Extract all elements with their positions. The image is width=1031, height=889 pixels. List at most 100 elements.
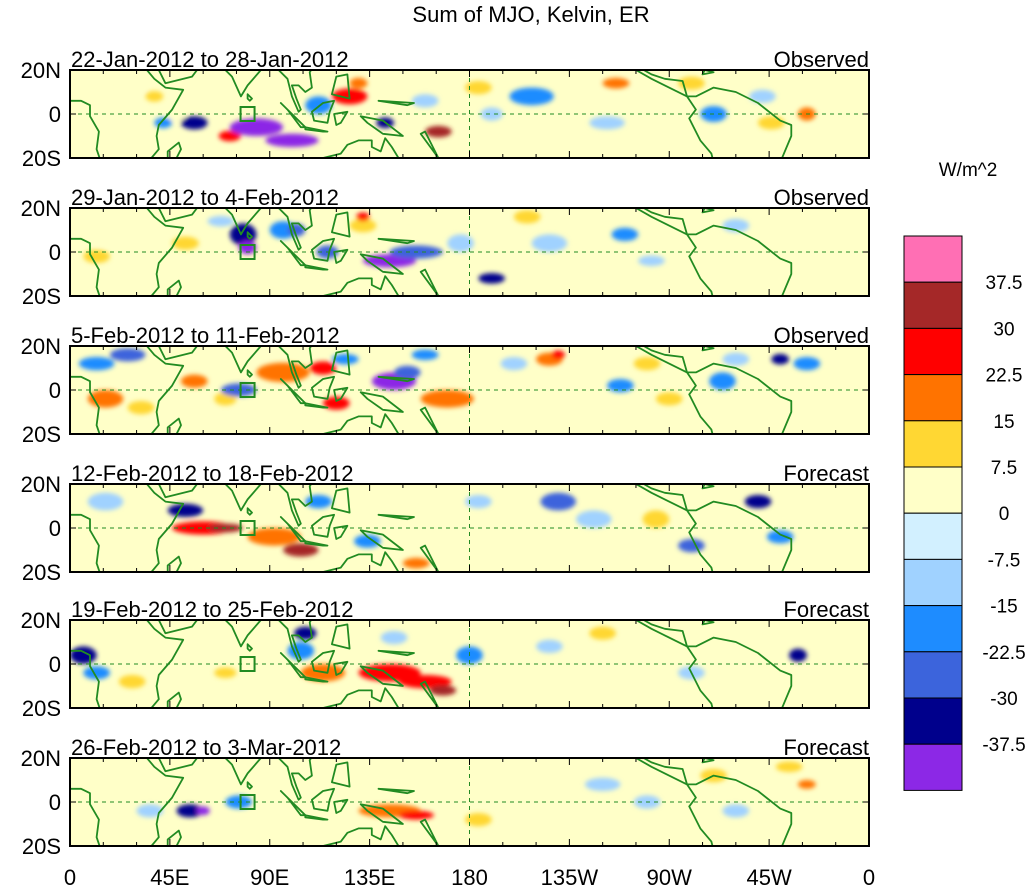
anomaly-region bbox=[465, 495, 492, 509]
colorbar-label: 0 bbox=[999, 504, 1010, 525]
coastline bbox=[310, 649, 336, 674]
index-box bbox=[239, 106, 256, 122]
anomaly-region bbox=[589, 116, 625, 130]
anomaly-region bbox=[509, 87, 554, 106]
anomaly-region bbox=[513, 210, 541, 224]
coastline bbox=[166, 829, 182, 846]
colorbar-label: 30 bbox=[993, 319, 1014, 340]
panel-date-range: 26-Feb-2012 to 3-Mar-2012 bbox=[71, 735, 341, 760]
coastline bbox=[157, 758, 199, 773]
longitude-axis: 0 45E 90E 135E 180 135W 90W 45W 0 bbox=[64, 865, 875, 889]
longitude-tick-label: 0 bbox=[863, 865, 875, 889]
index-box bbox=[239, 382, 256, 398]
coastline bbox=[310, 513, 336, 538]
coastline bbox=[279, 652, 307, 679]
anomaly-region bbox=[678, 539, 705, 553]
coastline bbox=[635, 70, 793, 158]
anomaly-region bbox=[218, 130, 241, 142]
coastline bbox=[359, 665, 404, 687]
colorbar-swatch bbox=[903, 697, 963, 745]
anomaly-region bbox=[323, 396, 350, 410]
coastline bbox=[304, 126, 329, 133]
anomaly-region bbox=[380, 631, 408, 645]
colorbar-swatch bbox=[903, 558, 963, 607]
coastline bbox=[310, 237, 336, 262]
coastline bbox=[701, 346, 715, 352]
coastline bbox=[635, 758, 793, 846]
coastline bbox=[330, 487, 351, 514]
coastline bbox=[157, 208, 199, 223]
anomaly-region bbox=[83, 666, 110, 680]
coastline bbox=[224, 620, 263, 648]
coastline bbox=[333, 660, 349, 676]
anomaly-region bbox=[394, 365, 421, 379]
anomaly-region bbox=[722, 352, 750, 366]
anomaly-region bbox=[589, 626, 616, 640]
panel-date-range: 5-Feb-2012 to 11-Feb-2012 bbox=[71, 323, 340, 348]
coastline bbox=[322, 137, 400, 158]
colorbar: 37.5 30 22.5 15 7.5 0 -7.5 -15 -22.5 -30 -37.5 bbox=[903, 235, 1026, 791]
anomaly-region bbox=[349, 77, 368, 89]
coastline bbox=[304, 814, 329, 821]
anomaly-region bbox=[229, 118, 284, 136]
anomaly-region bbox=[540, 492, 577, 511]
anomaly-region bbox=[633, 357, 661, 371]
anomaly-region bbox=[214, 667, 237, 679]
colorbar-label: -22.5 bbox=[982, 643, 1025, 664]
panel-type-label: Observed bbox=[774, 185, 869, 210]
panel-date-range: 12-Feb-2012 to 18-Feb-2012 bbox=[71, 461, 354, 486]
anomaly-region bbox=[78, 357, 115, 371]
coastline bbox=[246, 231, 253, 240]
coastline bbox=[359, 253, 404, 275]
coastline bbox=[166, 417, 182, 434]
longitude-tick-label: 90W bbox=[647, 865, 692, 889]
coastline bbox=[419, 268, 440, 296]
colorbar-swatch bbox=[903, 512, 963, 560]
coastline bbox=[419, 406, 440, 434]
anomaly-region bbox=[425, 125, 452, 138]
anomaly-region bbox=[536, 639, 563, 654]
coastline bbox=[157, 620, 199, 635]
anomaly-region bbox=[256, 362, 310, 383]
coastline bbox=[246, 507, 253, 516]
coastline bbox=[224, 484, 263, 512]
anomaly-region bbox=[749, 639, 776, 654]
anomaly-region bbox=[420, 390, 474, 408]
anomaly-region bbox=[611, 227, 639, 241]
coastline bbox=[377, 99, 415, 107]
anomaly-region bbox=[136, 804, 164, 818]
colorbar-swatch bbox=[903, 374, 963, 422]
coastline bbox=[304, 402, 329, 409]
panel-3: 5-Feb-2012 to 11-Feb-2012 Observed 20N 0 20S bbox=[21, 323, 870, 447]
panel-type-label: Forecast bbox=[783, 597, 869, 622]
coastline bbox=[635, 208, 793, 296]
anomaly-region bbox=[109, 348, 146, 362]
anomaly-region bbox=[101, 525, 128, 540]
coastline bbox=[701, 758, 715, 764]
coastline bbox=[419, 818, 440, 846]
coastline bbox=[224, 208, 263, 236]
anomaly-region bbox=[678, 76, 705, 90]
anomaly-region bbox=[758, 116, 785, 130]
anomaly-region bbox=[305, 495, 332, 509]
latitude-tick-label: 20S bbox=[22, 560, 61, 585]
anomaly-region bbox=[602, 77, 630, 89]
coastline bbox=[635, 346, 793, 434]
coastline bbox=[277, 208, 313, 251]
latitude-tick-label: 20N bbox=[21, 608, 61, 633]
latitude-tick-label: 20S bbox=[22, 422, 61, 447]
figure-title: Sum of MJO, Kelvin, ER bbox=[412, 2, 649, 27]
anomaly-region bbox=[265, 133, 319, 147]
coastline bbox=[70, 346, 185, 434]
longitude-tick-label: 180 bbox=[451, 865, 488, 889]
coastline bbox=[330, 349, 351, 376]
coastline bbox=[279, 378, 307, 405]
coastline bbox=[333, 248, 349, 264]
anomaly-region bbox=[478, 273, 506, 284]
index-box bbox=[239, 520, 256, 536]
anomaly-region bbox=[402, 557, 430, 569]
latitude-tick-label: 0 bbox=[49, 516, 61, 541]
anomaly-region bbox=[518, 777, 545, 792]
coastline bbox=[701, 484, 715, 490]
